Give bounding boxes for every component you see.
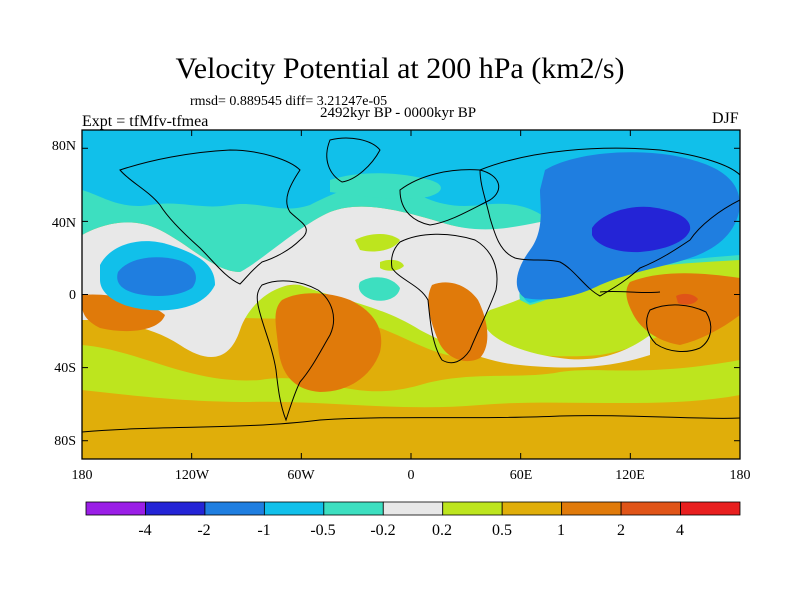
south-america-coast (256, 280, 334, 422)
lon-label-120e: 120E (615, 468, 645, 483)
lat-label-40n: 40N (51, 216, 76, 231)
colorbar-swatch-5 (382, 501, 444, 516)
orange-australia (626, 273, 740, 345)
colorbar-label-m02: -0.2 (370, 522, 396, 539)
lon-label-60e: 60E (509, 468, 533, 483)
antarctica-coast (82, 415, 740, 433)
blue-pacific-core (117, 257, 196, 296)
colorbar-swatch-8 (561, 501, 622, 516)
colorbar-label-m2: -2 (197, 522, 211, 539)
colorbar-label-1: 1 (557, 522, 565, 539)
colorbar-swatch-3 (263, 501, 325, 516)
colorbar-label-m4: -4 (138, 522, 152, 539)
north-america-coast (119, 149, 307, 285)
indonesia-coast (599, 290, 661, 294)
lat-label-80s: 80S (54, 434, 76, 449)
lat-label-40s: 40S (54, 361, 76, 376)
coastlines (82, 137, 740, 433)
axis-ticks (81, 130, 741, 459)
lon-label-180w: 180 (71, 468, 93, 483)
colorbar-swatch-1 (145, 501, 206, 516)
figure-title: Velocity Potential at 200 hPa (km2/s) (175, 52, 625, 85)
colorbar-swatch-7 (501, 501, 563, 516)
orange-south-america (275, 293, 382, 392)
colorbar-label-05: 0.5 (492, 522, 512, 539)
colorbar-swatch-6 (442, 501, 503, 516)
colorbar-swatch-9 (620, 501, 681, 516)
colorbar-swatch-4 (323, 501, 384, 516)
lon-label-60w: 60W (287, 468, 315, 483)
rmsd-diff-stats: rmsd= 0.889545 diff= 3.21247e-05 (190, 94, 388, 109)
time-period-label: 2492kyr BP - 0000kyr BP (320, 105, 477, 121)
lon-label-180e: 180 (729, 468, 751, 483)
colorbar-swatch-10 (680, 501, 741, 516)
colorbar-label-m1: -1 (257, 522, 271, 539)
darkblue-east-asia (592, 206, 691, 253)
colorbar-swatch-0 (85, 501, 146, 516)
experiment-label: Expt = tfMfv-tfmea (82, 113, 209, 130)
colorbar-label-m05: -0.5 (310, 522, 336, 539)
africa-coast (391, 233, 498, 364)
season-label: DJF (712, 110, 739, 127)
green-atlantic-40n (355, 234, 400, 252)
europe-coast (399, 169, 500, 226)
lat-label-0: 0 (69, 288, 76, 303)
orange-central-pacific (82, 294, 165, 332)
colorbar-label-4: 4 (676, 522, 684, 539)
australia-coast (646, 304, 712, 352)
red-new-guinea (676, 293, 698, 305)
lon-label-0: 0 (407, 468, 415, 483)
orange-africa (428, 282, 488, 362)
colorbar-label-02: 0.2 (432, 522, 452, 539)
green-band-south (82, 345, 740, 408)
lat-label-80n: 80N (51, 139, 76, 154)
contour-field (82, 130, 740, 459)
cyan-atlantic-eq (358, 277, 400, 301)
asia-coast (479, 147, 740, 297)
colorbar-label-2: 2 (617, 522, 625, 539)
colorbar (85, 501, 741, 516)
colorbar-swatch-2 (204, 501, 265, 516)
lon-label-120w: 120W (174, 468, 210, 483)
cyan-europe (330, 173, 441, 199)
greenland-coast (326, 137, 381, 183)
